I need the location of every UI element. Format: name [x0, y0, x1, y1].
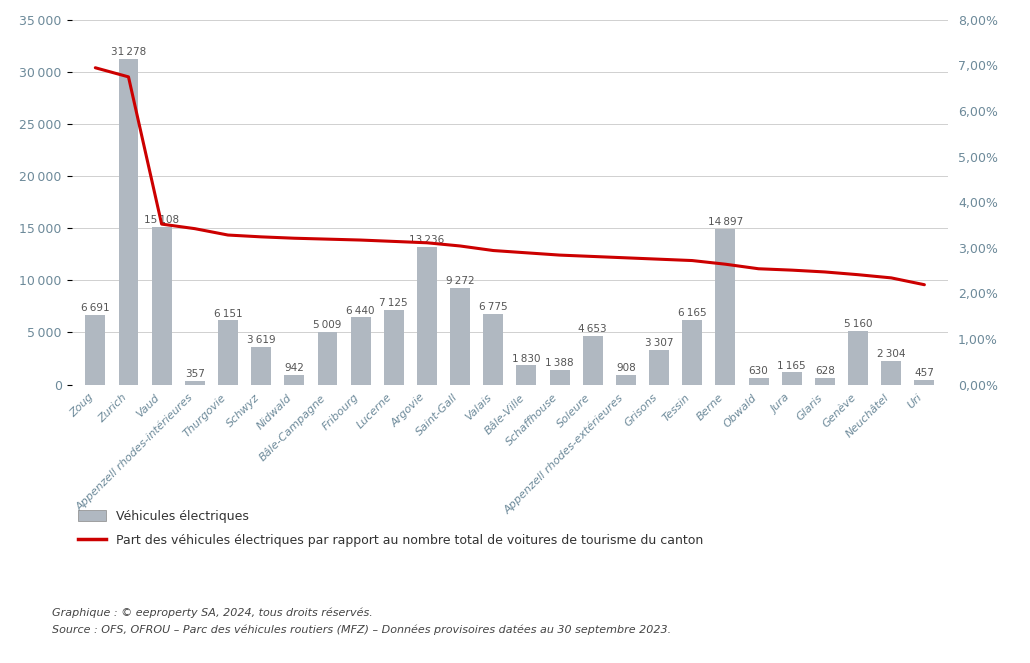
Bar — [815, 378, 835, 385]
Bar — [749, 378, 768, 385]
Bar — [184, 381, 205, 385]
Text: 5 009: 5 009 — [313, 320, 342, 330]
Text: 942: 942 — [284, 363, 304, 373]
Text: 5 160: 5 160 — [844, 319, 872, 329]
Text: Graphique : © eeproperty SA, 2024, tous droits réservés.: Graphique : © eeproperty SA, 2024, tous … — [52, 607, 372, 618]
Text: 13 236: 13 236 — [409, 235, 445, 245]
Bar — [384, 310, 404, 385]
Bar — [218, 320, 238, 385]
Bar — [118, 58, 138, 385]
Text: 6 440: 6 440 — [346, 306, 375, 316]
Text: 357: 357 — [184, 369, 205, 379]
Bar — [317, 332, 338, 385]
Bar — [616, 375, 636, 385]
Bar — [848, 331, 868, 385]
Bar — [882, 361, 901, 385]
Bar — [915, 380, 934, 385]
Bar — [649, 350, 670, 385]
Text: 3 307: 3 307 — [645, 338, 674, 348]
Text: 628: 628 — [815, 366, 835, 376]
Text: 1 830: 1 830 — [512, 353, 541, 363]
Bar — [284, 375, 304, 385]
Bar — [550, 370, 570, 385]
Text: 6 691: 6 691 — [81, 303, 109, 313]
Text: Source : OFS, OFROU – Parc des véhicules routiers (MFZ) – Données provisoires da: Source : OFS, OFROU – Parc des véhicules… — [52, 625, 671, 635]
Text: 908: 908 — [616, 363, 636, 373]
Bar — [85, 315, 105, 385]
Text: 31 278: 31 278 — [111, 47, 146, 57]
Text: 630: 630 — [749, 366, 768, 376]
Text: 2 304: 2 304 — [877, 349, 905, 359]
Text: 6 151: 6 151 — [213, 308, 242, 319]
Bar — [716, 229, 735, 385]
Bar — [450, 288, 470, 385]
Text: 9 272: 9 272 — [446, 276, 475, 286]
Bar — [516, 365, 537, 385]
Bar — [583, 336, 603, 385]
Text: 457: 457 — [915, 368, 934, 378]
Bar — [151, 227, 172, 385]
Text: 6 165: 6 165 — [678, 308, 707, 318]
Text: 6 775: 6 775 — [479, 302, 508, 312]
Bar — [483, 314, 504, 385]
Text: 7 125: 7 125 — [379, 298, 408, 308]
Text: 15 108: 15 108 — [144, 215, 179, 225]
Legend: Véhicules électriques, Part des véhicules électriques par rapport au nombre tota: Véhicules électriques, Part des véhicule… — [78, 510, 703, 548]
Bar — [350, 318, 371, 385]
Bar — [251, 347, 271, 385]
Bar — [782, 373, 801, 385]
Text: 14 897: 14 897 — [708, 217, 743, 227]
Bar — [682, 320, 702, 385]
Text: 1 388: 1 388 — [545, 358, 574, 368]
Text: 4 653: 4 653 — [579, 324, 607, 334]
Text: 3 619: 3 619 — [247, 335, 275, 345]
Bar — [417, 247, 437, 385]
Text: 1 165: 1 165 — [778, 361, 806, 371]
